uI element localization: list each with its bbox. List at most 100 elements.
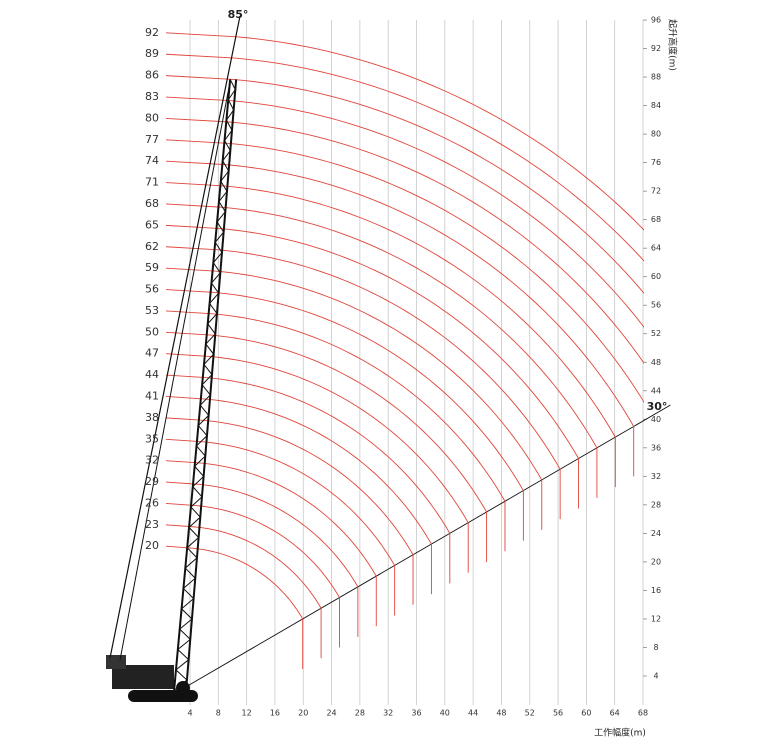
y-tick-label: 52 [651,329,661,338]
y-axis-title: 起升高度(m) [667,19,679,71]
min-angle-label: 30° [647,400,668,413]
working-range-curve [165,545,304,669]
working-range-curve [165,139,644,403]
working-range-curve [165,481,359,637]
y-tick-label: 88 [651,73,661,82]
working-range-curve [165,96,644,328]
y-tick-label: 92 [651,44,661,53]
working-range-curve [165,310,506,552]
boom-length-label: 53 [145,304,159,317]
x-tick-label: 56 [553,709,563,718]
x-tick-label: 40 [440,709,450,718]
boom-length-label: 80 [145,111,159,124]
x-tick-label: 16 [270,709,280,718]
boom-length-label: 59 [145,261,159,274]
boom-lattice [173,79,236,691]
boom-length-label: 83 [145,90,159,103]
working-range-curve [165,524,322,659]
boom-length-label: 65 [145,218,159,231]
crane-drawing [106,15,241,702]
boom-length-label: 20 [145,539,159,552]
working-range-curve [165,417,414,605]
min-angle-line [179,404,671,691]
boom-length-label: 89 [145,47,159,60]
working-range-curve [165,331,488,562]
boom-length-label: 68 [145,197,159,210]
y-tick-label: 96 [651,16,661,25]
y-tick-label: 84 [651,101,661,110]
y-tick-label: 80 [651,130,661,139]
working-range-curve [165,289,524,541]
working-range-curve [165,117,644,364]
working-range-curve [165,396,432,595]
boom-length-label: 29 [145,475,159,488]
boom-length-label: 41 [145,389,159,402]
working-range-curve [165,438,396,616]
y-tick-label: 44 [651,386,661,395]
y-tick-label: 12 [651,614,661,623]
boom-length-label: 71 [145,176,159,189]
boom-length-label: 35 [145,432,159,445]
x-tick-label: 60 [581,709,591,718]
x-tick-label: 52 [525,709,535,718]
working-range-curve [165,460,377,627]
boom-length-label: 92 [145,26,159,39]
y-tick-label: 28 [651,500,661,509]
x-axis-title: 工作幅度(m) [594,727,646,739]
boom-length-label: 47 [145,347,159,360]
x-tick-label: 20 [298,709,308,718]
boom-length-label: 32 [145,454,159,467]
boom-length-label: 44 [145,368,159,381]
boom-length-label: 86 [145,69,159,82]
working-range-curve [165,502,340,648]
x-tick-label: 12 [242,709,252,718]
y-tick-label: 20 [651,557,661,566]
boom-length-label: 62 [145,240,159,253]
y-tick-label: 48 [651,358,661,367]
y-tick-label: 8 [653,643,658,652]
working-range-curve [165,203,598,498]
x-tick-label: 8 [216,709,221,718]
x-tick-label: 32 [383,709,393,718]
working-range-curve [165,267,543,530]
boom-length-label: 26 [145,496,159,509]
y-tick-label: 24 [651,529,661,538]
y-tick-label: 76 [651,158,661,167]
boom-length-label: 23 [145,518,159,531]
x-tick-label: 28 [355,709,365,718]
y-tick-label: 64 [651,244,661,253]
y-tick-label: 60 [651,272,661,281]
boom-length-label: 56 [145,283,159,296]
x-tick-label: 44 [468,709,478,718]
x-tick-label: 36 [411,709,421,718]
working-range-curve [165,75,644,294]
x-tick-label: 64 [610,709,620,718]
boom-length-label: 77 [145,133,159,146]
y-tick-label: 16 [651,586,661,595]
boom-length-label: 50 [145,325,159,338]
x-tick-label: 68 [638,709,648,718]
working-range-curve [165,182,616,488]
y-tick-label: 32 [651,472,661,481]
y-tick-label: 40 [651,415,661,424]
working-range-curve [165,53,644,262]
max-angle-label: 85° [228,8,249,21]
working-range-curve [165,374,451,584]
working-range-curve [165,353,469,573]
y-tick-label: 56 [651,301,661,310]
x-tick-label: 4 [187,709,192,718]
x-tick-label: 24 [326,709,336,718]
x-tick-label: 48 [496,709,506,718]
y-tick-label: 68 [651,215,661,224]
boom-chord [185,79,238,691]
boom-length-label: 74 [145,154,159,167]
working-range-curve [165,224,579,509]
y-tick-label: 72 [651,187,661,196]
working-range-curve [165,160,635,477]
y-tick-label: 36 [651,443,661,452]
working-range-curve [165,32,644,231]
boom-length-label: 38 [145,411,159,424]
y-tick-label: 4 [653,671,658,680]
working-range-curve [165,246,561,520]
